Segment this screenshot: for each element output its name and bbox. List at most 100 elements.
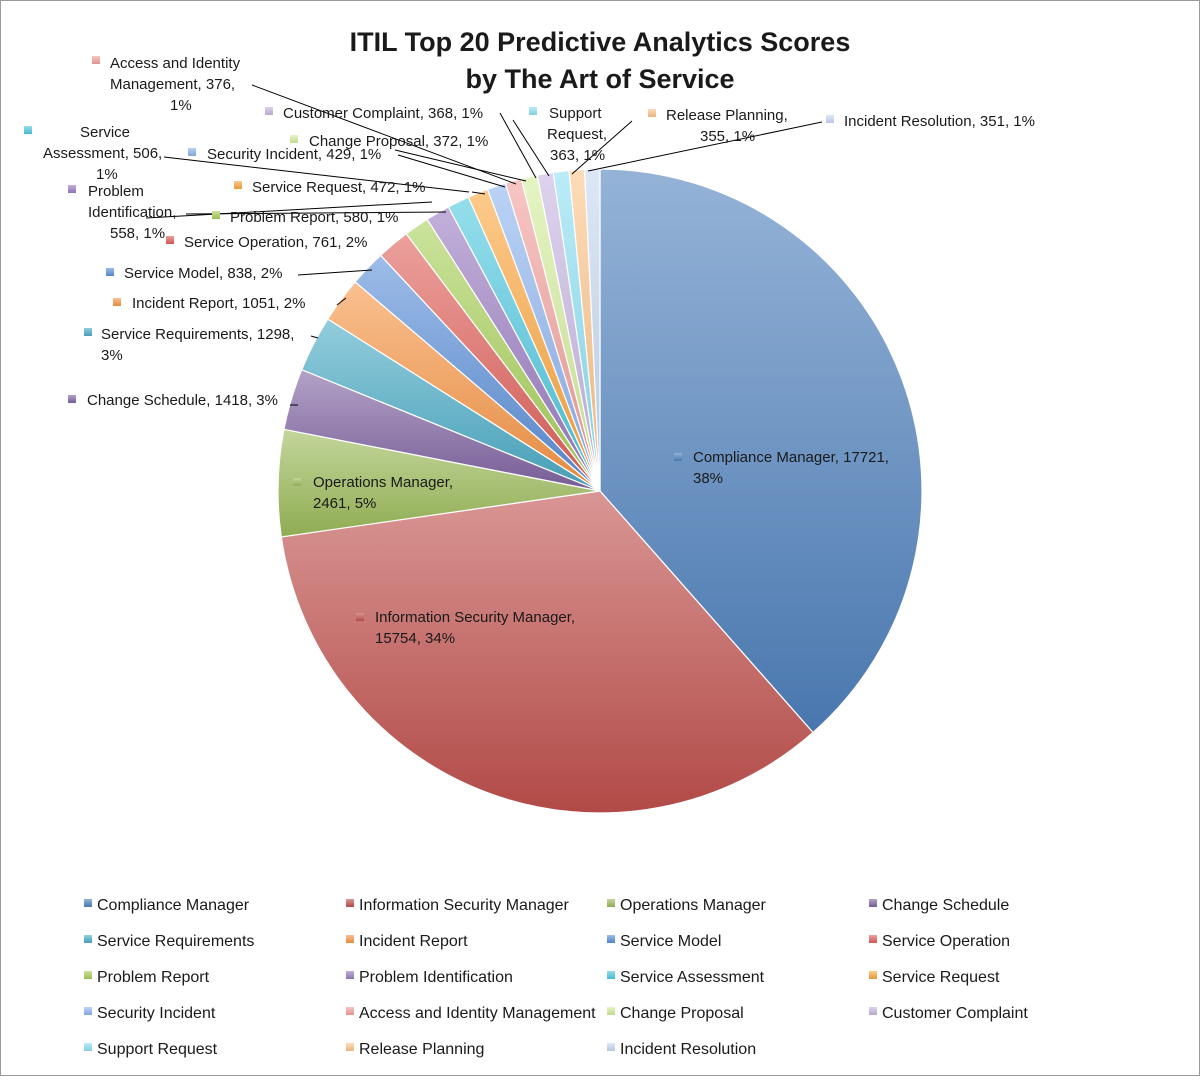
- data-label-text: Customer Complaint, 368, 1%: [283, 105, 483, 122]
- legend-label: Service Operation: [882, 933, 1010, 950]
- legend-item-compliance-manager: Compliance Manager: [84, 897, 250, 914]
- data-label-marker: [68, 185, 76, 193]
- data-label-text: 363, 1%: [550, 147, 605, 164]
- data-label-text: Incident Report, 1051, 2%: [132, 295, 305, 312]
- data-label-marker: [265, 107, 273, 115]
- data-labels: Compliance Manager, 17721, 38% Information…: [24, 55, 1035, 647]
- legend-label: Security Incident: [97, 1005, 216, 1022]
- leader-line-security-incident: [397, 154, 506, 188]
- data-label-problem-report: Problem Report, 580, 1%: [212, 209, 398, 226]
- legend-item-operations-manager: Operations Manager: [607, 897, 767, 914]
- data-label-text: Service Operation, 761, 2%: [184, 234, 367, 251]
- data-label-marker: [293, 478, 301, 486]
- data-label-text: Problem Report, 580, 1%: [230, 209, 398, 226]
- legend-swatch: [84, 1007, 92, 1015]
- data-label-marker: [113, 298, 121, 306]
- data-label-compliance-manager: Compliance Manager, 17721, 38%: [674, 449, 889, 487]
- data-label-service-request: Service Request, 472, 1%: [234, 179, 425, 196]
- data-label-text: 38%: [693, 470, 723, 487]
- legend-swatch: [607, 971, 615, 979]
- legend-swatch: [607, 1007, 615, 1015]
- leader-line-problem-identification: [145, 201, 433, 219]
- data-label-text: Service Request, 472, 1%: [252, 179, 425, 196]
- leader-line-service-request: [471, 191, 486, 195]
- legend-label: Change Schedule: [882, 897, 1009, 914]
- legend-label: Service Requirements: [97, 933, 254, 950]
- leader-line-release-planning: [571, 120, 633, 175]
- leader-line-incident-report: [336, 297, 347, 306]
- legend-swatch: [346, 971, 354, 979]
- data-label-marker: [290, 135, 298, 143]
- legend-item-problem-identification: Problem Identification: [346, 969, 513, 986]
- data-label-marker: [84, 328, 92, 336]
- data-label-marker: [24, 126, 32, 134]
- legend-item-support-request: Support Request: [84, 1041, 218, 1058]
- leader-line-access-and-identity-management: [251, 84, 517, 185]
- legend-label: Information Security Manager: [359, 897, 570, 914]
- data-label-text: 15754, 34%: [375, 630, 455, 647]
- legend-swatch: [607, 1043, 615, 1051]
- legend-item-service-request: Service Request: [869, 969, 1000, 986]
- leader-line-service-model: [297, 269, 373, 276]
- data-label-service-requirements: Service Requirements, 1298, 3%: [84, 326, 294, 364]
- legend-swatch: [84, 899, 92, 907]
- chart-title-line-1: ITIL Top 20 Predictive Analytics Scores: [350, 27, 851, 57]
- legend-swatch: [869, 971, 877, 979]
- legend-label: Service Model: [620, 933, 721, 950]
- data-label-access-and-identity-management: Access and Identity Management, 376, 1%: [92, 55, 241, 114]
- leader-line-incident-resolution: [587, 121, 823, 172]
- legend-swatch: [869, 935, 877, 943]
- data-label-text: Assessment, 506,: [43, 145, 162, 162]
- data-label-text: Change Schedule, 1418, 3%: [87, 392, 278, 409]
- pie-slices: [277, 168, 923, 814]
- legend-swatch: [346, 899, 354, 907]
- slice-information-security-manager: [280, 490, 814, 814]
- data-label-marker: [166, 236, 174, 244]
- leader-line-service-requirements: [310, 335, 319, 339]
- leader-line-support-request: [512, 119, 550, 177]
- data-label-support-request: Support Request, 363, 1%: [529, 105, 607, 164]
- data-label-marker: [92, 56, 100, 64]
- data-label-text: Operations Manager,: [313, 474, 453, 491]
- legend-swatch: [346, 1043, 354, 1051]
- data-label-text: 558, 1%: [110, 225, 165, 242]
- legend-item-incident-resolution: Incident Resolution: [607, 1041, 756, 1058]
- data-label-text: Support: [549, 105, 602, 122]
- data-label-text: Request,: [547, 126, 607, 143]
- legend-swatch: [346, 1007, 354, 1015]
- data-label-text: Management, 376,: [110, 76, 235, 93]
- data-label-service-assessment: Service Assessment, 506, 1%: [24, 124, 162, 183]
- data-label-incident-resolution: Incident Resolution, 351, 1%: [826, 113, 1035, 130]
- leader-line-customer-complaint: [499, 112, 537, 179]
- legend-label: Compliance Manager: [97, 897, 250, 914]
- data-label-marker: [234, 181, 242, 189]
- data-label-text: Service: [80, 124, 130, 141]
- legend-label: Customer Complaint: [882, 1005, 1028, 1022]
- data-label-marker: [826, 115, 834, 123]
- data-label-marker: [188, 148, 196, 156]
- legend-swatch: [84, 971, 92, 979]
- legend-item-access-and-identity-management: Access and Identity Management: [346, 1005, 596, 1022]
- data-label-text: Incident Resolution, 351, 1%: [844, 113, 1035, 130]
- legend: Compliance Manager Information Security M…: [84, 897, 1028, 1058]
- data-label-marker: [529, 107, 537, 115]
- legend-label: Problem Identification: [359, 969, 513, 986]
- legend-swatch: [84, 1043, 92, 1051]
- data-label-text: Identification,: [88, 204, 176, 221]
- data-label-service-operation: Service Operation, 761, 2%: [166, 234, 367, 251]
- legend-swatch: [607, 935, 615, 943]
- legend-label: Incident Resolution: [620, 1041, 756, 1058]
- data-label-text: Release Planning,: [666, 107, 788, 124]
- data-label-change-schedule: Change Schedule, 1418, 3%: [68, 392, 278, 409]
- leader-line-service-assessment: [163, 156, 470, 193]
- data-label-incident-report: Incident Report, 1051, 2%: [113, 295, 305, 312]
- legend-label: Access and Identity Management: [359, 1005, 596, 1022]
- legend-item-customer-complaint: Customer Complaint: [869, 1005, 1028, 1022]
- legend-label: Service Assessment: [620, 969, 765, 986]
- data-label-text: Compliance Manager, 17721,: [693, 449, 889, 466]
- legend-label: Operations Manager: [620, 897, 767, 914]
- data-label-change-proposal: Change Proposal, 372, 1%: [290, 133, 488, 150]
- chart-title-line-2: by The Art of Service: [465, 64, 734, 94]
- legend-item-change-schedule: Change Schedule: [869, 897, 1009, 914]
